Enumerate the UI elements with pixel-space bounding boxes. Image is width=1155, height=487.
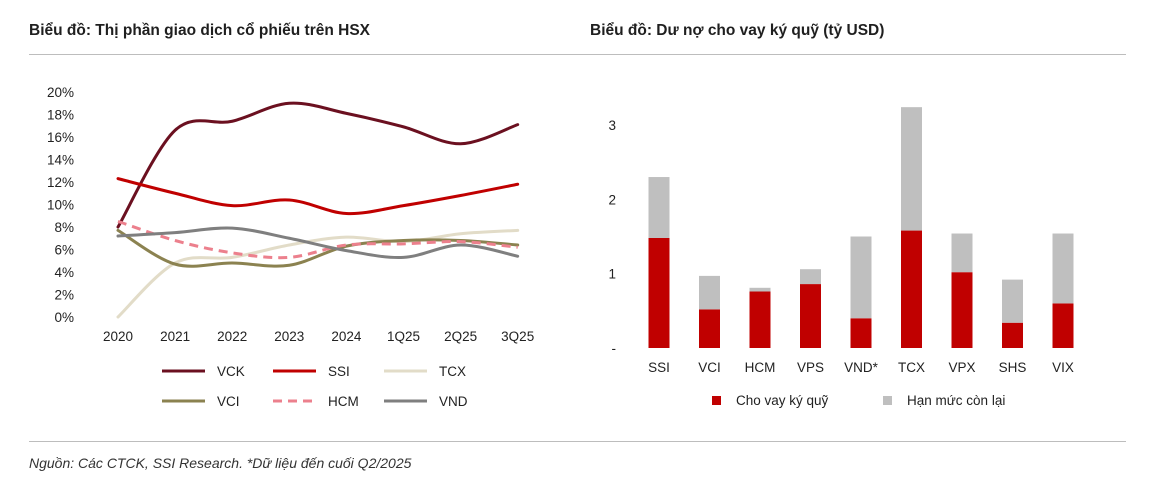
- bar-remaining-limit-hcm: [749, 287, 771, 292]
- y-tick-label: -: [612, 341, 617, 356]
- x-tick-label: VCI: [698, 360, 721, 375]
- bar-margin-loan-vnd: [850, 318, 872, 348]
- right-chart-title: Biểu đồ: Dư nợ cho vay ký quỹ (tỷ USD): [590, 22, 885, 39]
- bar-margin-loan-tcx: [901, 230, 922, 348]
- y-tick-label: 10%: [47, 198, 74, 213]
- series-line-hcm: [117, 219, 518, 260]
- bar-remaining-limit-ssi: [648, 177, 670, 238]
- bar-remaining-limit-vpx: [951, 233, 973, 273]
- x-tick-label: HCM: [745, 360, 776, 375]
- x-tick-label: 2022: [217, 329, 247, 344]
- x-tick-label: 3Q25: [501, 329, 534, 344]
- series-line-vnd: [116, 226, 520, 259]
- bar-margin-loan-vpx: [951, 272, 973, 348]
- legend-label-1: Hạn mức còn lại: [907, 393, 1005, 408]
- legend-label-vck: VCK: [217, 364, 245, 379]
- legend-label-hcm: HCM: [328, 394, 359, 409]
- bar-margin-loan-vix: [1052, 303, 1074, 348]
- x-tick-label: VPX: [948, 360, 975, 375]
- bar-margin-loan-shs: [1002, 322, 1023, 348]
- x-tick-label: 1Q25: [387, 329, 420, 344]
- x-tick-label: TCX: [898, 360, 925, 375]
- series-line-vck: [116, 101, 520, 229]
- legend-swatch-1: [883, 396, 892, 405]
- legend-label-ssi: SSI: [328, 364, 350, 379]
- bar-margin-loan-vps: [800, 284, 821, 348]
- bar-remaining-limit-tcx: [901, 107, 922, 231]
- y-tick-label: 0%: [54, 310, 74, 325]
- x-tick-label: 2024: [331, 329, 362, 344]
- y-tick-label: 16%: [47, 130, 74, 145]
- bar-remaining-limit-vci: [699, 275, 720, 310]
- bar-margin-loan-vci: [699, 309, 720, 348]
- y-tick-label: 8%: [54, 220, 74, 235]
- legend-label-0: Cho vay ký quỹ: [736, 393, 829, 408]
- series-line-ssi: [116, 177, 520, 216]
- y-tick-label: 20%: [47, 85, 74, 100]
- bar-remaining-limit-vnd: [850, 236, 872, 319]
- bar-margin-loan-hcm: [749, 291, 771, 348]
- bar-remaining-limit-vix: [1052, 233, 1074, 304]
- y-tick-label: 1: [608, 267, 616, 282]
- x-tick-label: VIX: [1052, 360, 1074, 375]
- y-tick-label: 12%: [47, 175, 74, 190]
- legend-label-tcx: TCX: [439, 364, 466, 379]
- x-tick-label: SSI: [648, 360, 670, 375]
- y-tick-label: 18%: [47, 108, 74, 123]
- y-tick-label: 2%: [54, 288, 74, 303]
- x-tick-label: SHS: [999, 360, 1027, 375]
- source-note: Nguồn: Các CTCK, SSI Research. *Dữ liệu …: [29, 455, 412, 471]
- legend-label-vci: VCI: [217, 394, 240, 409]
- y-tick-label: 2: [608, 192, 616, 207]
- series-line-vci: [116, 228, 520, 268]
- x-tick-label: 2020: [103, 329, 133, 344]
- x-tick-label: 2021: [160, 329, 190, 344]
- footer-divider: [29, 441, 1126, 442]
- y-tick-label: 14%: [47, 153, 74, 168]
- x-tick-label: 2023: [274, 329, 304, 344]
- y-tick-label: 3: [608, 118, 616, 133]
- header-divider: [29, 54, 1126, 55]
- bar-remaining-limit-vps: [800, 269, 821, 285]
- bar-margin-loan-ssi: [648, 237, 670, 348]
- x-tick-label: VND*: [844, 360, 879, 375]
- left-chart-title: Biểu đồ: Thị phần giao dịch cổ phiếu trê…: [29, 22, 371, 39]
- bar-remaining-limit-shs: [1002, 279, 1023, 323]
- x-tick-label: VPS: [797, 360, 824, 375]
- legend-label-vnd: VND: [439, 394, 468, 409]
- legend-swatch-0: [712, 396, 721, 405]
- y-tick-label: 6%: [54, 243, 74, 258]
- x-tick-label: 2Q25: [444, 329, 477, 344]
- y-tick-label: 4%: [54, 265, 74, 280]
